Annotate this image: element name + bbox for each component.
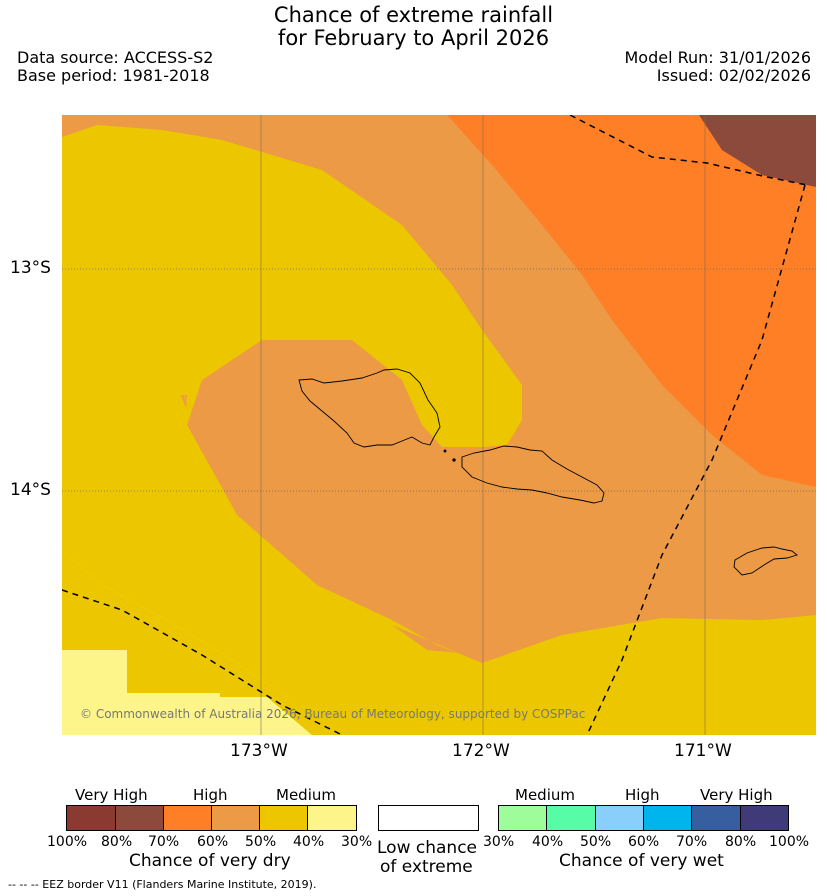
legend-dry-tick-80: 80% <box>101 834 133 850</box>
legend-dry-tick-50: 50% <box>245 834 277 850</box>
legend-dry-tick-40: 40% <box>293 834 325 850</box>
lon-label-172w: 172°W <box>452 741 510 761</box>
lon-label-171w: 171°W <box>674 741 732 761</box>
legend-swatch-wet-60-70 <box>643 805 692 831</box>
copyright-notice: © Commonwealth of Australia 2026, Bureau… <box>80 707 586 721</box>
legend-swatch-wet-50-60 <box>595 805 644 831</box>
legend-wet-very-high-label: Very High <box>700 786 773 804</box>
legend-dry-tick-70: 70% <box>148 834 180 850</box>
zone-medium-bottom <box>62 550 342 735</box>
lon-label-173w: 173°W <box>230 741 288 761</box>
rainfall-map <box>62 115 816 735</box>
legend-dry-high-label: High <box>193 786 228 804</box>
legend-wet-caption: Chance of very wet <box>559 851 724 871</box>
legend-dry-medium-label: Medium <box>276 786 336 804</box>
legend-wet-tick-40: 40% <box>532 834 564 850</box>
zone-high-dry-dark <box>447 115 816 487</box>
legend-wet-tick-30: 30% <box>483 834 515 850</box>
map-title-line1: Chance of extreme rainfall <box>273 3 554 27</box>
savaii-island <box>298 368 441 448</box>
legend-swatch-dry-100-80 <box>66 805 116 831</box>
legend-dry-very-high-label: Very High <box>75 786 148 804</box>
legend-dry-tick-30: 30% <box>341 834 373 850</box>
lat-label-14s: 14°S <box>10 480 51 500</box>
model-run: Model Run: 31/01/2026 <box>624 48 812 67</box>
legend-wet-tick-70: 70% <box>676 834 708 850</box>
issued-date: Issued: 02/02/2026 <box>656 66 811 85</box>
zone-medium-left-fill <box>62 137 212 395</box>
legend-swatch-dry-50-40 <box>259 805 308 831</box>
legend-wet-tick-80: 80% <box>725 834 757 850</box>
legend-wet-tick-100: 100% <box>769 834 810 850</box>
legend-low-caption-line2: of extreme <box>380 857 473 877</box>
legend-swatch-wet-30-40 <box>498 805 547 831</box>
base-period: Base period: 1981-2018 <box>17 66 210 85</box>
legend-wet-high-label: High <box>625 786 660 804</box>
legend-swatch-dry-40-30 <box>307 805 357 831</box>
lat-label-13s: 13°S <box>10 258 51 278</box>
legend-low-caption-line1: Low chance <box>377 838 477 858</box>
upolu-island <box>461 445 605 504</box>
legend-swatch-wet-70-80 <box>691 805 741 831</box>
legend-wet-tick-50: 50% <box>580 834 612 850</box>
legend-swatch-low-chance <box>378 805 479 831</box>
legend-swatch-wet-80-100 <box>740 805 789 831</box>
legend-wet-tick-60: 60% <box>628 834 660 850</box>
legend-swatch-dry-80-70 <box>115 805 164 831</box>
islands <box>298 368 798 576</box>
eez-footnote: -- -- -- EEZ border V11 (Flanders Marine… <box>8 878 317 891</box>
tutuila-island <box>733 546 798 576</box>
data-source: Data source: ACCESS-S2 <box>17 48 214 67</box>
legend-dry-caption: Chance of very dry <box>129 851 291 871</box>
legend-swatch-dry-70-60 <box>163 805 212 831</box>
legend-dry-tick-60: 60% <box>197 834 229 850</box>
legend-swatch-dry-60-50 <box>211 805 260 831</box>
eez-border <box>62 115 808 735</box>
map-title-line2: for February to April 2026 <box>277 26 550 50</box>
legend-dry-tick-100: 100% <box>47 834 88 850</box>
graticule <box>260 115 706 735</box>
legend-swatch-wet-40-50 <box>546 805 596 831</box>
legend-wet-medium-label: Medium <box>515 786 575 804</box>
zone-very-high-dry <box>699 115 816 187</box>
